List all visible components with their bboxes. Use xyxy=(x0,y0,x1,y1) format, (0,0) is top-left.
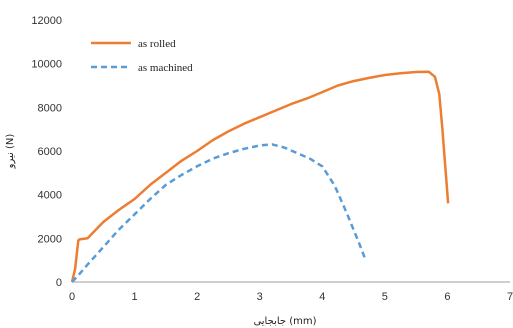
series-layer xyxy=(70,70,450,283)
x-tick-label: 1 xyxy=(132,291,138,303)
y-tick-label: 6000 xyxy=(38,146,62,158)
legend-label: as rolled xyxy=(138,38,176,50)
x-tick-label: 6 xyxy=(444,291,450,303)
x-axis-title: جابجایی (mm) xyxy=(253,316,316,327)
x-tick-label: 5 xyxy=(382,291,388,303)
x-tick-label: 4 xyxy=(319,291,325,303)
y-tick-label: 8000 xyxy=(38,102,62,114)
y-tick-label: 12000 xyxy=(31,15,62,27)
y-tick-label: 2000 xyxy=(38,233,62,245)
legend: as rolled as machined xyxy=(91,38,193,74)
series-line-as-machined xyxy=(71,143,366,283)
x-tick-label: 3 xyxy=(257,291,263,303)
y-tick-label: 4000 xyxy=(38,190,62,202)
x-tick-label: 0 xyxy=(69,291,75,303)
y-tick-label: 0 xyxy=(56,277,62,289)
y-tick-label: 10000 xyxy=(31,59,62,71)
y-axis-title: نیرو (N) xyxy=(5,134,16,170)
x-tick-labels: 0 1 2 3 4 5 6 7 xyxy=(69,291,513,303)
series-line-as-rolled xyxy=(70,70,450,283)
x-tick-label: 2 xyxy=(194,291,200,303)
y-tick-labels: 0 2000 4000 6000 8000 10000 12000 xyxy=(31,15,62,289)
x-tick-label: 7 xyxy=(507,291,513,303)
legend-label: as machined xyxy=(138,62,193,74)
